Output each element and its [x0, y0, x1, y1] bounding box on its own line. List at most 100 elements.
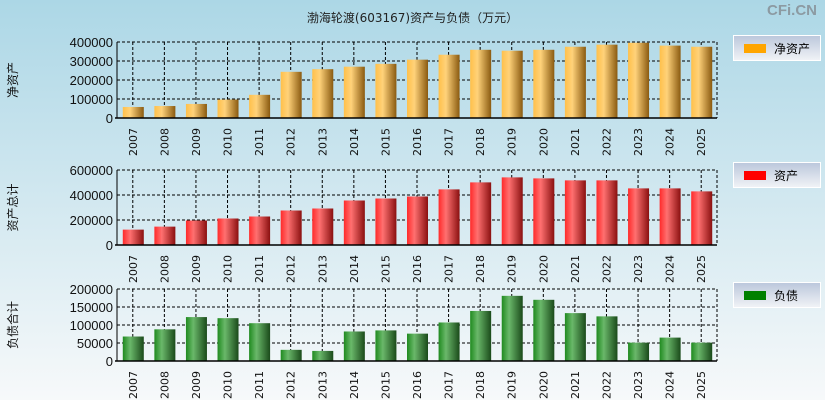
- bar-2014: [343, 200, 365, 245]
- bar-2007: [122, 336, 144, 361]
- bar-2009: [185, 317, 207, 361]
- y-axis-label: 资产总计: [6, 183, 20, 231]
- x-tick-label: 2022: [600, 255, 613, 283]
- y-tick-label: 200000: [70, 282, 113, 297]
- x-tick-label: 2019: [506, 128, 519, 156]
- x-tick-label: 2009: [190, 128, 203, 156]
- bar-2023: [628, 42, 650, 119]
- y-axis-label: 净资产: [6, 62, 20, 98]
- bar-2008: [154, 329, 176, 361]
- x-tick-label: 2018: [474, 128, 487, 156]
- y-tick-label: 400000: [70, 188, 113, 203]
- x-tick-label: 2009: [190, 255, 203, 283]
- chart-1: 0 200000 400000 600000 2007 2008 2009 2010 2011 2…: [6, 163, 718, 283]
- x-tick-label: 2019: [506, 255, 519, 283]
- y-tick-label: 100000: [70, 92, 113, 107]
- chart-title: 渤海轮渡(603167)资产与负债（万元）: [306, 11, 519, 25]
- x-tick-label: 2008: [158, 128, 171, 156]
- legend-net-assets: 净资产: [733, 35, 821, 61]
- x-tick-label: 2010: [222, 371, 235, 399]
- x-tick-label: 2010: [222, 128, 235, 156]
- bar-2025: [691, 46, 713, 118]
- x-tick-label: 2024: [664, 255, 677, 283]
- legend-label: 净资产: [774, 41, 811, 56]
- x-tick-label: 2014: [348, 255, 361, 283]
- y-tick-label: 200000: [70, 73, 113, 88]
- x-tick-label: 2023: [632, 371, 645, 399]
- x-tick-label: 2011: [253, 128, 266, 156]
- bar-2009: [185, 220, 207, 245]
- bar-2015: [375, 198, 397, 245]
- y-tick-label: 100000: [70, 318, 113, 333]
- x-tick-label: 2024: [664, 371, 677, 399]
- x-tick-label: 2021: [569, 371, 582, 399]
- x-tick-label: 2018: [474, 255, 487, 283]
- watermark: CFi.CN: [767, 2, 817, 19]
- bar-2012: [280, 210, 302, 245]
- bar-2017: [438, 54, 460, 118]
- x-tick-label: 2015: [379, 255, 392, 283]
- legend-assets: 资产: [733, 162, 821, 188]
- bar-2024: [659, 188, 681, 245]
- bar-2018: [470, 182, 492, 245]
- y-tick-label: 200000: [70, 213, 113, 228]
- bar-2019: [501, 177, 523, 245]
- x-tick-label: 2019: [506, 371, 519, 399]
- y-tick-label: 0: [106, 354, 113, 369]
- x-tick-label: 2017: [443, 128, 456, 156]
- x-tick-label: 2013: [316, 255, 329, 283]
- bar-2018: [470, 310, 492, 361]
- y-tick-label: 300000: [70, 54, 113, 69]
- bar-2020: [533, 178, 555, 245]
- bar-2012: [280, 71, 302, 118]
- legend-swatch: [744, 170, 766, 180]
- bar-2013: [312, 208, 334, 245]
- bar-2011: [249, 216, 271, 245]
- x-tick-label: 2011: [253, 255, 266, 283]
- bar-2011: [249, 323, 271, 361]
- x-tick-label: 2014: [348, 128, 361, 156]
- x-tick-label: 2018: [474, 371, 487, 399]
- y-axis-label: 负债合计: [5, 301, 20, 349]
- bar-2022: [596, 316, 618, 361]
- x-tick-label: 2024: [664, 128, 677, 156]
- x-tick-label: 2017: [443, 255, 456, 283]
- bar-2025: [691, 342, 713, 361]
- bar-2021: [564, 180, 586, 245]
- bar-2022: [596, 180, 618, 245]
- x-tick-label: 2016: [411, 128, 424, 156]
- x-tick-label: 2015: [379, 128, 392, 156]
- x-tick-label: 2013: [316, 371, 329, 399]
- x-tick-label: 2016: [411, 371, 424, 399]
- x-tick-label: 2023: [632, 255, 645, 283]
- bar-2019: [501, 295, 523, 361]
- x-tick-label: 2012: [285, 128, 298, 156]
- bar-2021: [564, 46, 586, 118]
- bar-2023: [628, 188, 650, 245]
- x-tick-label: 2025: [695, 371, 708, 399]
- x-tick-label: 2012: [285, 255, 298, 283]
- bar-2014: [343, 331, 365, 361]
- x-tick-label: 2022: [600, 128, 613, 156]
- y-tick-label: 150000: [70, 300, 113, 315]
- bar-2024: [659, 337, 681, 361]
- x-tick-label: 2014: [348, 371, 361, 399]
- bar-2016: [407, 196, 428, 245]
- x-tick-label: 2025: [695, 255, 708, 283]
- legend-swatch: [744, 43, 766, 53]
- bar-2025: [691, 191, 713, 245]
- x-tick-label: 2015: [379, 371, 392, 399]
- legend-swatch: [744, 290, 766, 300]
- chart-0: 0 100000 200000 300000 400000 2007 2008 2009 201…: [6, 35, 718, 156]
- bar-2021: [564, 313, 586, 361]
- bar-2007: [122, 229, 144, 245]
- bar-2013: [312, 69, 334, 118]
- bar-2007: [122, 106, 144, 118]
- y-tick-label: 400000: [70, 35, 113, 50]
- x-tick-label: 2021: [569, 128, 582, 156]
- x-tick-label: 2016: [411, 255, 424, 283]
- x-tick-label: 2021: [569, 255, 582, 283]
- bar-2010: [217, 318, 239, 361]
- x-tick-label: 2022: [600, 371, 613, 399]
